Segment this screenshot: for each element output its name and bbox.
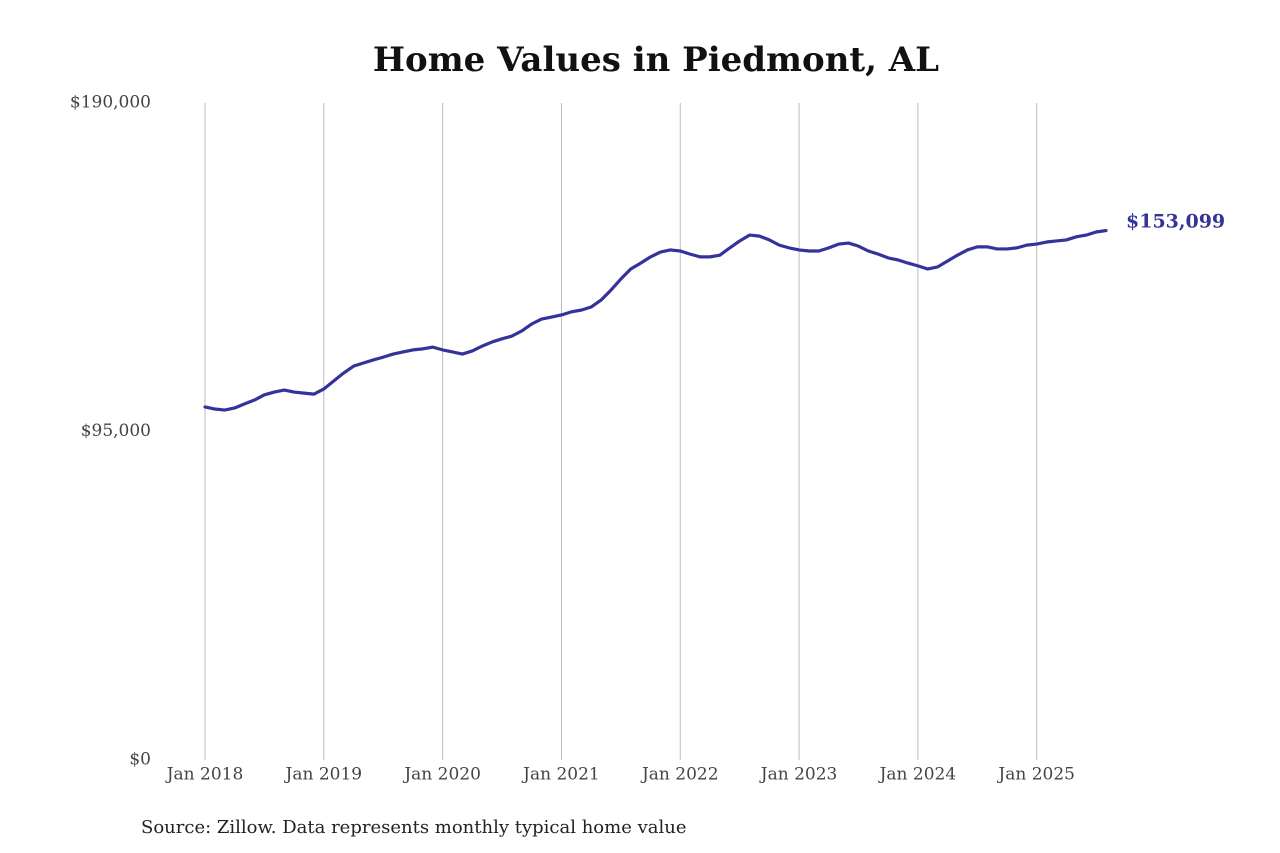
x-tick-label: Jan 2023 — [759, 765, 838, 785]
x-tick-label: Jan 2025 — [996, 765, 1075, 785]
x-tick-label: Jan 2020 — [402, 765, 481, 785]
source-note: Source: Zillow. Data represents monthly … — [141, 817, 687, 838]
y-tick-label: $190,000 — [70, 93, 151, 113]
x-tick-label: Jan 2022 — [640, 765, 719, 785]
y-tick-label: $0 — [129, 750, 151, 770]
line — [203, 229, 1108, 412]
y-tick-label: $95,000 — [81, 421, 151, 441]
x-tick-label: Jan 2019 — [284, 765, 363, 785]
x-tick-label: Jan 2021 — [521, 765, 600, 785]
data-label: $153,099 — [1126, 211, 1225, 233]
chart-title: Home Values in Piedmont, AL — [373, 40, 939, 80]
x-tick-label: Jan 2018 — [165, 765, 244, 785]
x-tick-label: Jan 2024 — [878, 765, 957, 785]
